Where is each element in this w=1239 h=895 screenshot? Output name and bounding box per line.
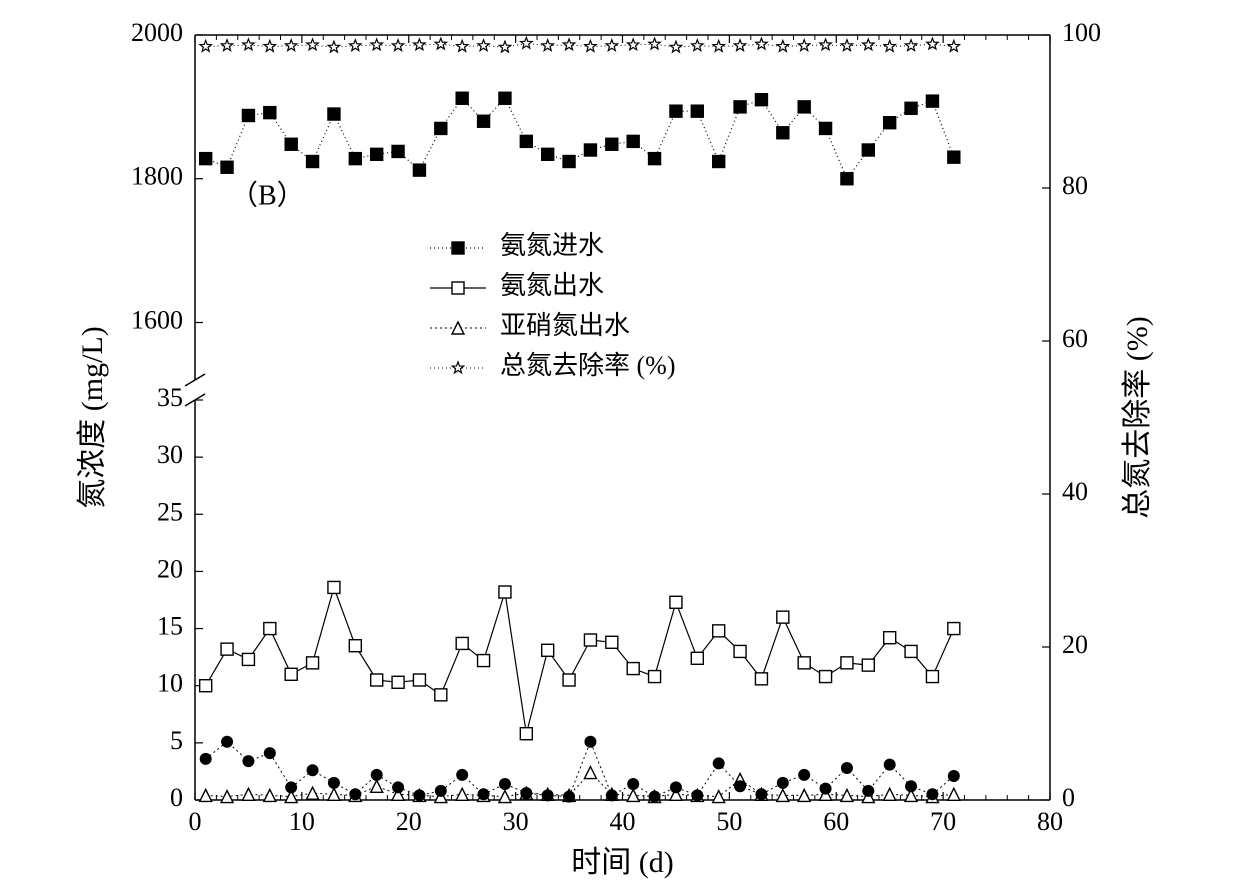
svg-text:总氮去除率 (%): 总氮去除率 (%) <box>1121 316 1154 518</box>
chart-svg: 0 10 20 30 40 50 60 70 80 时间 (d) 0 5 10 15 20 25 30 35 160… <box>0 0 1239 895</box>
svg-text:60: 60 <box>1062 324 1088 353</box>
svg-text:15: 15 <box>157 612 183 641</box>
svg-text:50: 50 <box>716 807 742 836</box>
svg-text:亚硝氮出水: 亚硝氮出水 <box>500 311 630 340</box>
svg-text:0: 0 <box>189 807 202 836</box>
svg-text:1600: 1600 <box>131 305 183 334</box>
svg-text:70: 70 <box>930 807 956 836</box>
svg-text:80: 80 <box>1062 171 1088 200</box>
svg-text:40: 40 <box>1062 477 1088 506</box>
svg-text:100: 100 <box>1062 18 1101 47</box>
svg-text:30: 30 <box>503 807 529 836</box>
svg-text:0: 0 <box>1062 783 1075 812</box>
svg-text:（B）: （B） <box>230 179 305 211</box>
svg-text:40: 40 <box>610 807 636 836</box>
svg-text:时间 (d): 时间 (d) <box>571 846 673 879</box>
svg-text:10: 10 <box>157 669 183 698</box>
svg-text:氨氮进水: 氨氮进水 <box>500 231 604 260</box>
svg-text:1800: 1800 <box>131 162 183 191</box>
svg-text:20: 20 <box>396 807 422 836</box>
chart-container: 0 10 20 30 40 50 60 70 80 时间 (d) 0 5 10 15 20 25 30 35 160… <box>0 0 1239 895</box>
svg-text:5: 5 <box>170 726 183 755</box>
svg-text:35: 35 <box>157 383 183 412</box>
svg-text:80: 80 <box>1037 807 1063 836</box>
svg-text:10: 10 <box>289 807 315 836</box>
svg-text:2000: 2000 <box>131 18 183 47</box>
svg-text:20: 20 <box>1062 630 1088 659</box>
svg-text:20: 20 <box>157 554 183 583</box>
svg-text:氨氮出水: 氨氮出水 <box>500 271 604 300</box>
svg-text:60: 60 <box>823 807 849 836</box>
svg-text:氮浓度 (mg/L): 氮浓度 (mg/L) <box>76 326 109 508</box>
svg-text:总氮去除率 (%): 总氮去除率 (%) <box>500 351 675 380</box>
svg-text:30: 30 <box>157 440 183 469</box>
svg-text:25: 25 <box>157 497 183 526</box>
svg-text:0: 0 <box>170 783 183 812</box>
